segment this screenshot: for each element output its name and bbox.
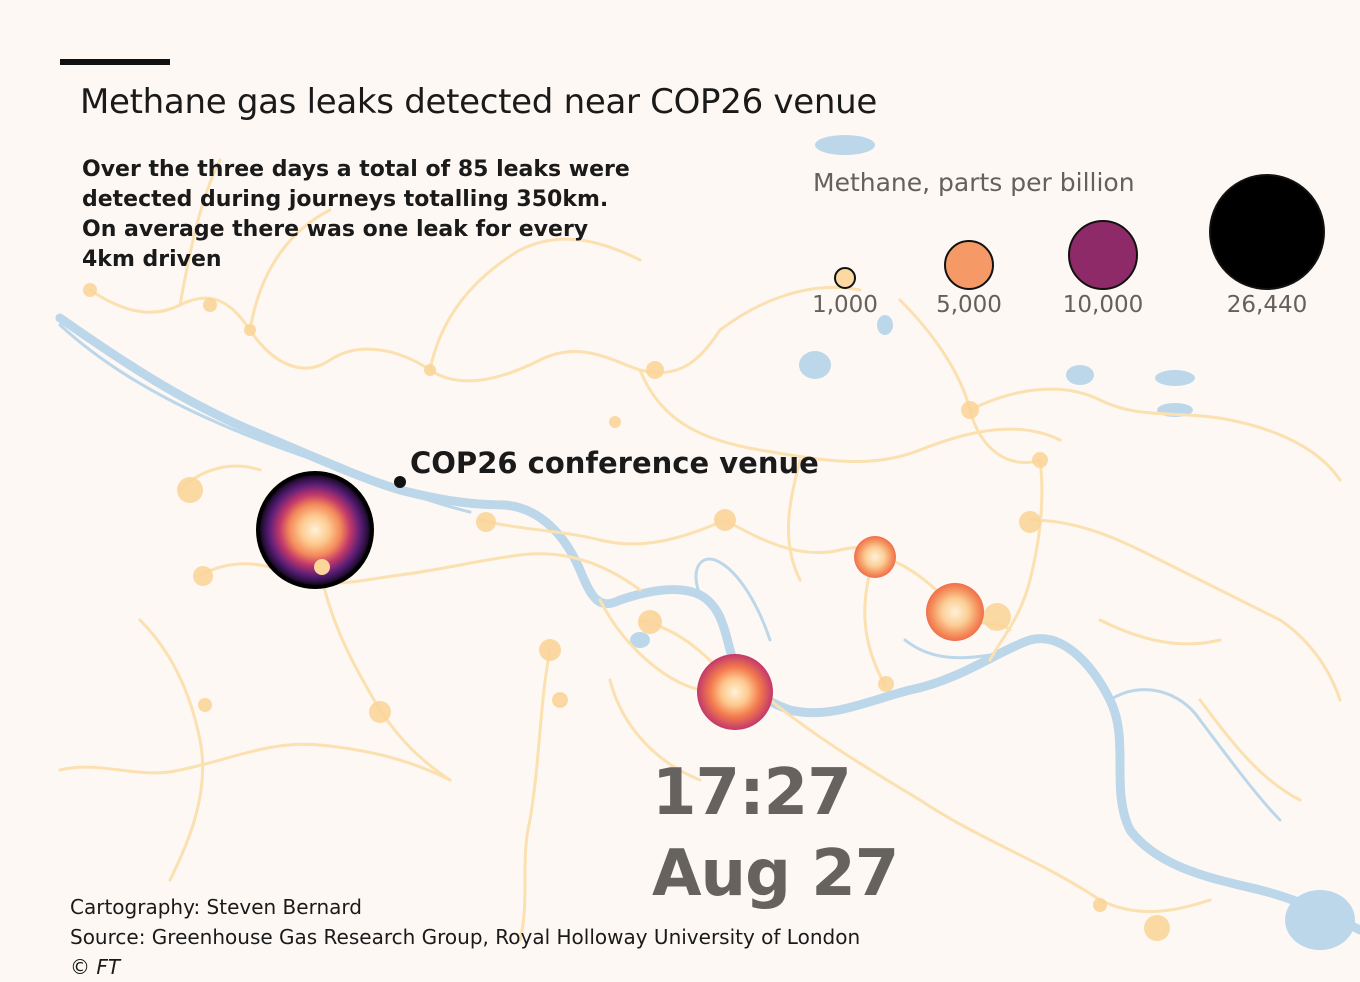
legend-label-10000: 10,000	[1062, 292, 1144, 318]
leak-hotspot-south-centre	[697, 654, 773, 730]
leak-hotspot-west-ring	[256, 471, 374, 589]
description-line: On average there was one leak for every	[82, 217, 589, 242]
description: Over the three days a total of 85 leaks …	[82, 155, 630, 275]
tributary	[694, 557, 772, 642]
leak-hotspot-west	[258, 473, 372, 587]
river-bank	[58, 323, 472, 514]
leak-hotspots	[256, 471, 984, 730]
tributary-2	[1108, 688, 1282, 822]
legend-label-5000: 5,000	[936, 292, 1002, 318]
venue-label: COP26 conference venue	[410, 446, 819, 480]
tributary-3	[903, 638, 992, 660]
chart-title: Methane gas leaks detected near COP26 ve…	[80, 82, 877, 122]
legend-title: Methane, parts per billion	[813, 168, 1135, 197]
lakes	[630, 135, 1355, 950]
venue-marker	[394, 476, 406, 488]
leak-hotspot-east	[926, 583, 984, 641]
cartography-credit: Cartography: Steven Bernard	[70, 895, 362, 919]
legend-circle-1000	[834, 267, 856, 289]
legend-label-1000: 1,000	[812, 292, 878, 318]
header-rule	[60, 59, 170, 65]
survey-routes	[58, 158, 1342, 942]
leak-hotspot-north-east	[854, 536, 896, 578]
time-readout: 17:27	[652, 756, 852, 830]
legend-circle-26440	[1209, 174, 1325, 290]
legend-circle-5000	[944, 240, 994, 290]
date-readout: Aug 27	[652, 837, 899, 911]
description-line: 4km driven	[82, 247, 222, 272]
source-credit: Source: Greenhouse Gas Research Group, R…	[70, 925, 861, 949]
legend-circle-10000	[1068, 220, 1138, 290]
route-markers	[83, 283, 1170, 941]
legend-circles	[834, 174, 1325, 290]
description-line: detected during journeys totalling 350km…	[82, 187, 609, 212]
legend-label-26440: 26,440	[1226, 292, 1308, 318]
copyright: © FT	[70, 955, 121, 979]
description-line: Over the three days a total of 85 leaks …	[82, 157, 630, 182]
